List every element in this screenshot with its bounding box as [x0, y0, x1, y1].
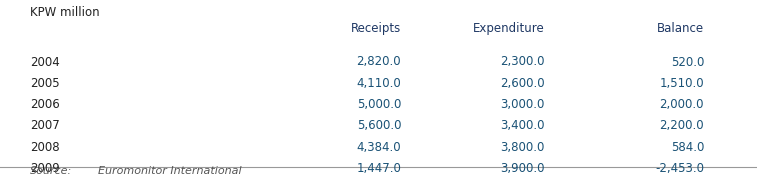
Text: 2,300.0: 2,300.0 — [500, 56, 545, 68]
Text: 4,384.0: 4,384.0 — [357, 141, 401, 154]
Text: 2,000.0: 2,000.0 — [659, 98, 704, 111]
Text: 3,900.0: 3,900.0 — [500, 162, 545, 175]
Text: 5,600.0: 5,600.0 — [357, 119, 401, 132]
Text: 2009: 2009 — [30, 162, 60, 175]
Text: 2005: 2005 — [30, 77, 60, 90]
Text: Balance: Balance — [657, 22, 704, 35]
Text: 1,447.0: 1,447.0 — [357, 162, 401, 175]
Text: 3,400.0: 3,400.0 — [500, 119, 545, 132]
Text: 2,200.0: 2,200.0 — [659, 119, 704, 132]
Text: KPW million: KPW million — [30, 6, 100, 18]
Text: -2,453.0: -2,453.0 — [655, 162, 704, 175]
Text: 4,110.0: 4,110.0 — [357, 77, 401, 90]
Text: 1,510.0: 1,510.0 — [659, 77, 704, 90]
Text: 5,000.0: 5,000.0 — [357, 98, 401, 111]
Text: 2,600.0: 2,600.0 — [500, 77, 545, 90]
Text: 584.0: 584.0 — [671, 141, 704, 154]
Text: 2006: 2006 — [30, 98, 60, 111]
Text: Receipts: Receipts — [351, 22, 401, 35]
Text: 2008: 2008 — [30, 141, 60, 154]
Text: Euromonitor International: Euromonitor International — [98, 166, 242, 176]
Text: 3,800.0: 3,800.0 — [500, 141, 545, 154]
Text: 2007: 2007 — [30, 119, 60, 132]
Text: Expenditure: Expenditure — [473, 22, 545, 35]
Text: 520.0: 520.0 — [671, 56, 704, 68]
Text: Source:: Source: — [30, 166, 73, 176]
Text: 2004: 2004 — [30, 56, 60, 68]
Text: 2,820.0: 2,820.0 — [357, 56, 401, 68]
Text: 3,000.0: 3,000.0 — [500, 98, 545, 111]
